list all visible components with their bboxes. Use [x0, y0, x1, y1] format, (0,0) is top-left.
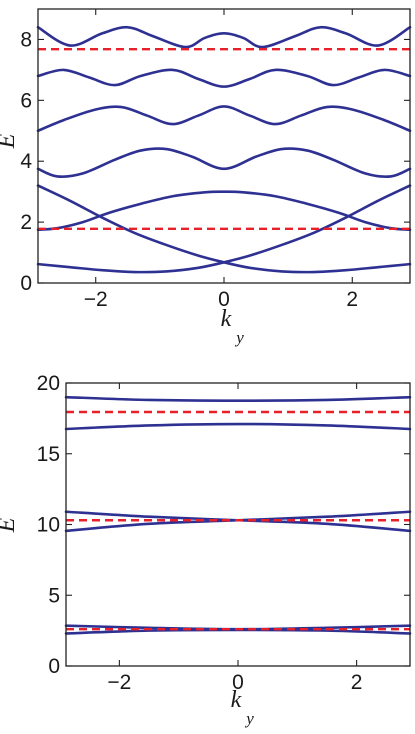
- band-curve-bottom-1: [64, 395, 412, 402]
- y-tick-label-bottom-2: 5: [48, 584, 60, 607]
- x-tick-label-top-2: 0: [218, 288, 230, 311]
- y-tick-label-top-4: 6: [20, 89, 32, 112]
- x-tick-label-bottom-1: −2: [107, 671, 131, 694]
- ticks-top: −2 0 2 0 2 4 6 8: [20, 9, 410, 311]
- y-axis-label-top: E: [0, 133, 20, 149]
- reference-lines-top: [38, 47, 410, 231]
- x-tick-label-top-1: −2: [84, 288, 108, 311]
- x-axis-label-subscript-bottom: y: [244, 709, 254, 728]
- y-tick-label-bottom-4: 15: [37, 443, 60, 466]
- x-axis-label-subscript-top: y: [234, 328, 244, 347]
- band-curve-top-5: [36, 105, 412, 133]
- y-tick-label-top-2: 2: [20, 211, 32, 234]
- y-tick-label-top-1: 0: [20, 272, 32, 295]
- band-curve-top-6: [36, 68, 412, 88]
- x-tick-label-bottom-2: 0: [232, 671, 244, 694]
- y-tick-label-bottom-1: 0: [48, 655, 60, 678]
- band-curve-top-3: [36, 190, 412, 232]
- x-tick-label-bottom-3: 2: [351, 671, 363, 694]
- x-axis-label-top: k: [221, 306, 232, 332]
- x-axis-label-bottom: k: [231, 687, 242, 713]
- band-curve-top-4: [36, 147, 412, 178]
- bands-top: [36, 25, 412, 274]
- x-tick-label-top-3: 2: [346, 288, 358, 311]
- band-plot-top: −2 0 2 0 2 4 6 8 E k y: [0, 8, 412, 347]
- y-axis-label-bottom: E: [0, 517, 20, 533]
- band-curve-top-2: [36, 184, 412, 274]
- y-tick-label-top-3: 4: [20, 150, 32, 173]
- band-curve-bottom-2: [64, 422, 412, 431]
- y-tick-label-bottom-5: 20: [37, 372, 60, 395]
- y-tick-label-bottom-3: 10: [37, 514, 60, 537]
- reference-lines-bottom: [66, 410, 410, 631]
- band-curve-top-7: [36, 25, 412, 49]
- y-tick-label-top-5: 8: [20, 28, 32, 51]
